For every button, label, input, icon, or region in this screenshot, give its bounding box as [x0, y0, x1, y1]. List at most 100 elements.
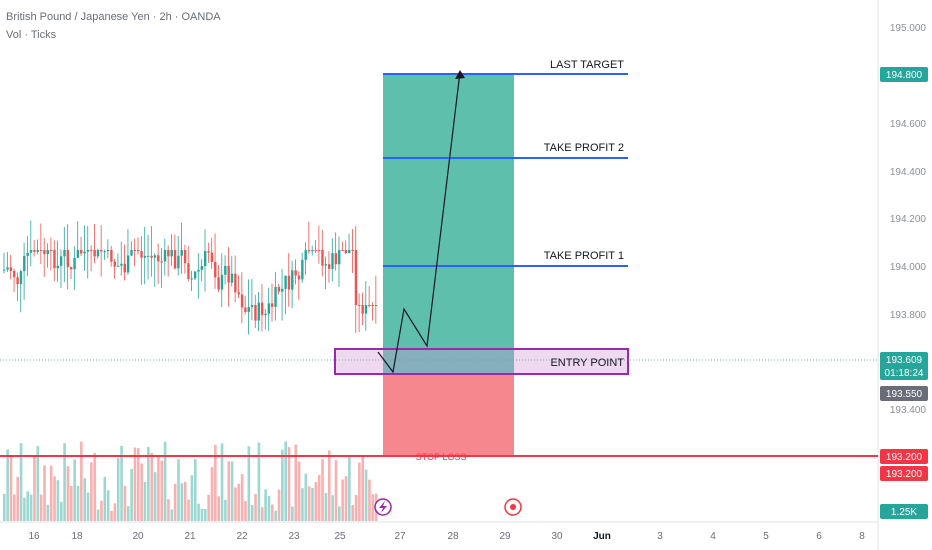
candle-body [6, 267, 9, 270]
tag-stop-1 [880, 449, 928, 464]
lightning-icon[interactable] [374, 498, 392, 516]
candle-body [197, 269, 200, 272]
candle-body [371, 305, 374, 306]
candle-body [133, 250, 137, 251]
candle-body [33, 250, 36, 252]
candle-body [113, 261, 116, 267]
volume-bar [140, 463, 143, 521]
volume-bar [227, 461, 231, 521]
volume-bar [364, 469, 368, 521]
volume-bar [70, 485, 73, 521]
target-zone[interactable] [383, 74, 514, 374]
tag-stop-1-text: 193.200 [886, 452, 923, 463]
volume-bar [317, 474, 321, 521]
volume-bar [23, 497, 26, 521]
tag-low [880, 386, 928, 401]
stop-loss-label: STOP LOSS [416, 452, 467, 462]
volume-bar [90, 462, 93, 521]
volume-bar [6, 449, 9, 521]
candle-body [49, 250, 53, 251]
volume-bar [314, 482, 318, 521]
volume-bar [284, 441, 287, 521]
volume-bar [143, 481, 147, 521]
volume-bar [177, 459, 180, 521]
candle-body [19, 271, 23, 285]
x-tick-jun: Jun [593, 531, 611, 542]
volume-bar [200, 508, 204, 521]
candle-body [297, 275, 301, 280]
volume-bar [331, 495, 334, 521]
projection-path[interactable] [377, 71, 461, 374]
volume-bar [358, 462, 361, 521]
candle-body [341, 250, 344, 251]
candle-body [244, 307, 247, 312]
volume-bar [130, 468, 133, 521]
candle-body [364, 305, 368, 314]
chart-symbol-title: British Pound / Japanese Yen · 2h · OAND… [6, 11, 221, 23]
volume-bar [250, 504, 254, 521]
volume-bar [187, 499, 190, 521]
volume-bar [307, 486, 311, 521]
entry-point-box[interactable] [334, 348, 629, 375]
volume-bar [33, 456, 36, 521]
candle-body [157, 255, 160, 262]
candle-body [90, 250, 93, 251]
volume-bar [153, 472, 157, 521]
x-tick-5: 5 [763, 531, 769, 542]
candle-body [301, 259, 304, 280]
candle-body [43, 250, 46, 255]
tag-last-target [880, 67, 928, 82]
candle-body [126, 255, 130, 273]
volume-bar [110, 510, 113, 521]
candle-body [368, 305, 371, 306]
volume-bar [180, 483, 184, 521]
volume-bar [271, 504, 274, 521]
volume-bar [13, 494, 16, 521]
tag-volume [880, 504, 928, 519]
candle-body [287, 275, 291, 290]
candle-body [16, 277, 19, 285]
candle-body [66, 250, 70, 268]
candle-body [254, 305, 257, 321]
candle-body [220, 274, 224, 290]
candle-body [29, 250, 33, 253]
x-tick-23: 23 [288, 531, 300, 542]
volume-bar [234, 487, 237, 521]
candle-body [103, 251, 106, 253]
volume-bar [214, 444, 217, 521]
candle-body [190, 278, 193, 280]
candle-body [304, 250, 307, 260]
volume-bar [220, 443, 224, 521]
volume-bar [297, 461, 301, 521]
candle-body [187, 263, 190, 279]
tag-countdown-text: 01:18:24 [885, 368, 924, 379]
volume-bar [170, 509, 174, 521]
candle-body [26, 252, 29, 256]
candle-body [361, 305, 364, 314]
volume-bar [193, 459, 197, 521]
volume-bar [53, 476, 56, 521]
candle-body [96, 250, 100, 257]
candle-body [281, 288, 284, 292]
volume-bar [351, 505, 354, 521]
volume-bar [348, 455, 351, 521]
candle-body [247, 307, 250, 312]
x-tick-20: 20 [132, 531, 144, 542]
last-target-label: LAST TARGET [550, 59, 624, 71]
x-tick-29: 29 [499, 531, 511, 542]
candle-body [120, 263, 123, 266]
event-marker-icon[interactable] [504, 498, 522, 516]
volume-bar [133, 447, 137, 521]
stop-zone[interactable] [383, 374, 514, 456]
volume-bar [63, 443, 66, 521]
tag-low-text: 193.550 [886, 389, 923, 400]
volume-bar [361, 455, 365, 521]
volume-bar [368, 479, 371, 521]
candle-body [348, 250, 351, 253]
volume-bar [3, 493, 6, 521]
volume-bar [210, 467, 214, 521]
volume-bar [93, 452, 97, 521]
candle-body [314, 250, 317, 251]
candle-body [264, 313, 267, 316]
